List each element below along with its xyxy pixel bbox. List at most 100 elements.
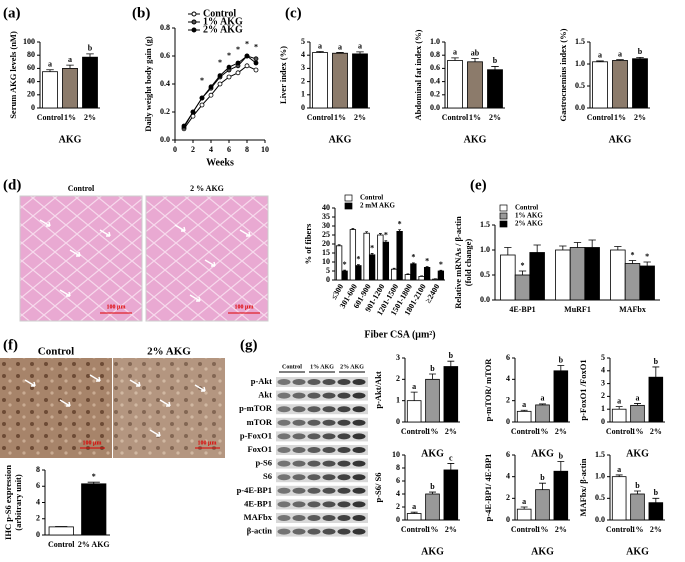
error-bar xyxy=(447,463,455,470)
annotation: * xyxy=(200,76,204,85)
image-label: Control xyxy=(68,184,95,193)
point xyxy=(199,102,205,108)
bar-annotation: b xyxy=(559,355,564,364)
bar xyxy=(610,249,626,301)
y-tick-label: 0.6 xyxy=(430,63,440,72)
y-axis-label: (fold change) xyxy=(463,239,473,287)
ihc-image xyxy=(0,358,112,458)
blot-band xyxy=(307,433,321,440)
error-bar xyxy=(615,474,623,477)
y-tick-label: 3 xyxy=(301,63,305,72)
blot-band xyxy=(337,433,351,440)
error-bar xyxy=(412,262,415,264)
blot-band xyxy=(337,406,351,413)
blot-row-label: 4E-BP1 xyxy=(244,498,272,508)
blot-band xyxy=(352,379,366,385)
y-tick-label: 5 xyxy=(601,353,605,362)
error-bar xyxy=(66,64,74,69)
y-tick-label: 0 xyxy=(396,515,400,524)
y-tick-label: 0.5 xyxy=(480,270,490,279)
error-bar xyxy=(337,244,341,246)
y-tick-label: 4 xyxy=(601,366,605,375)
annotation: * xyxy=(254,42,258,51)
blot-band xyxy=(292,419,306,426)
x-tick-label: 10 xyxy=(261,145,269,154)
y-tick-label: 1.0 xyxy=(480,245,490,254)
legend-swatch xyxy=(499,212,508,220)
x-tick-label: ≥2400 xyxy=(423,282,441,304)
x-tick-label: 4 xyxy=(209,145,213,154)
panel-label: (g) xyxy=(240,337,258,353)
error-bar xyxy=(439,269,443,271)
blot-row-label: p-4E-BP1 xyxy=(237,485,272,495)
bar xyxy=(425,378,440,423)
bar xyxy=(432,278,439,281)
arrow xyxy=(149,429,161,437)
bar xyxy=(341,270,348,281)
y-tick-label: 0.0 xyxy=(480,295,490,304)
blot-band xyxy=(277,501,291,508)
error-bar xyxy=(343,269,346,271)
blot-strip xyxy=(276,445,368,455)
panel-label: (d) xyxy=(3,177,21,193)
y-tick-label: 6 xyxy=(506,353,510,362)
bar-annotation: a xyxy=(618,49,622,58)
bar xyxy=(363,232,370,281)
arrow xyxy=(204,259,216,267)
image-label: Control xyxy=(38,346,74,358)
bar xyxy=(81,483,107,536)
blot-band xyxy=(277,406,291,413)
blot-band xyxy=(352,528,366,535)
legend-label: 1% AKG xyxy=(203,16,243,27)
blot-strip xyxy=(276,404,368,415)
blot-band xyxy=(337,515,351,521)
bar xyxy=(535,489,550,521)
y-tick-label: 4 xyxy=(506,471,510,480)
error-bar xyxy=(351,228,355,230)
blot-row-label: MAFbx xyxy=(244,512,273,522)
x-tick-label: Control xyxy=(37,113,64,122)
blot-row-label: p-FoxO1 xyxy=(240,430,272,440)
arrow xyxy=(59,399,71,407)
bar-annotation: * xyxy=(370,243,374,252)
x-tick-label: Control xyxy=(511,427,538,436)
scale-label: 100 μm xyxy=(198,440,217,446)
y-tick-label: 25 xyxy=(322,230,330,239)
blot-band xyxy=(277,447,291,453)
error-bar xyxy=(634,490,641,494)
bar-annotation: b xyxy=(559,451,564,460)
y-axis-label: (arbitrary unit) xyxy=(13,474,23,531)
bar-annotation: b xyxy=(654,357,659,366)
bar xyxy=(516,410,532,423)
arrow xyxy=(239,229,251,237)
blot-band xyxy=(352,501,366,508)
bar-annotation: a xyxy=(617,396,621,405)
legend-swatch xyxy=(499,204,508,212)
blot-lane-label: 1% AKG xyxy=(310,364,334,370)
bar xyxy=(335,245,343,281)
blot-band xyxy=(337,528,351,535)
bar xyxy=(332,52,348,109)
blot-band xyxy=(322,515,336,521)
x-tick-label: 2% AKG xyxy=(78,540,110,549)
y-tick-label: 2 xyxy=(601,391,605,400)
point xyxy=(217,73,223,78)
x-tick-label: Control xyxy=(606,525,633,534)
legend-swatch xyxy=(344,194,353,202)
x-tick-label: 1% xyxy=(64,113,76,122)
blot-row-label: p-mTOR xyxy=(239,403,273,413)
error-bar xyxy=(616,59,624,61)
bar-annotation: a xyxy=(598,51,602,60)
blot-band xyxy=(322,501,336,508)
point xyxy=(181,123,187,129)
x-tick-label: 2% xyxy=(445,427,457,436)
bar xyxy=(500,254,516,301)
y-tick-label: 5 xyxy=(301,37,305,46)
blot-strip xyxy=(276,472,368,483)
y-tick-label: 0 xyxy=(36,530,40,539)
error-bar xyxy=(652,497,660,503)
panel-label: (e) xyxy=(470,177,487,193)
y-axis-label: Relative mRNAs / β-actin xyxy=(453,216,463,309)
y-tick-label: 2 xyxy=(506,493,510,502)
y-tick-label: 8 xyxy=(396,463,400,472)
